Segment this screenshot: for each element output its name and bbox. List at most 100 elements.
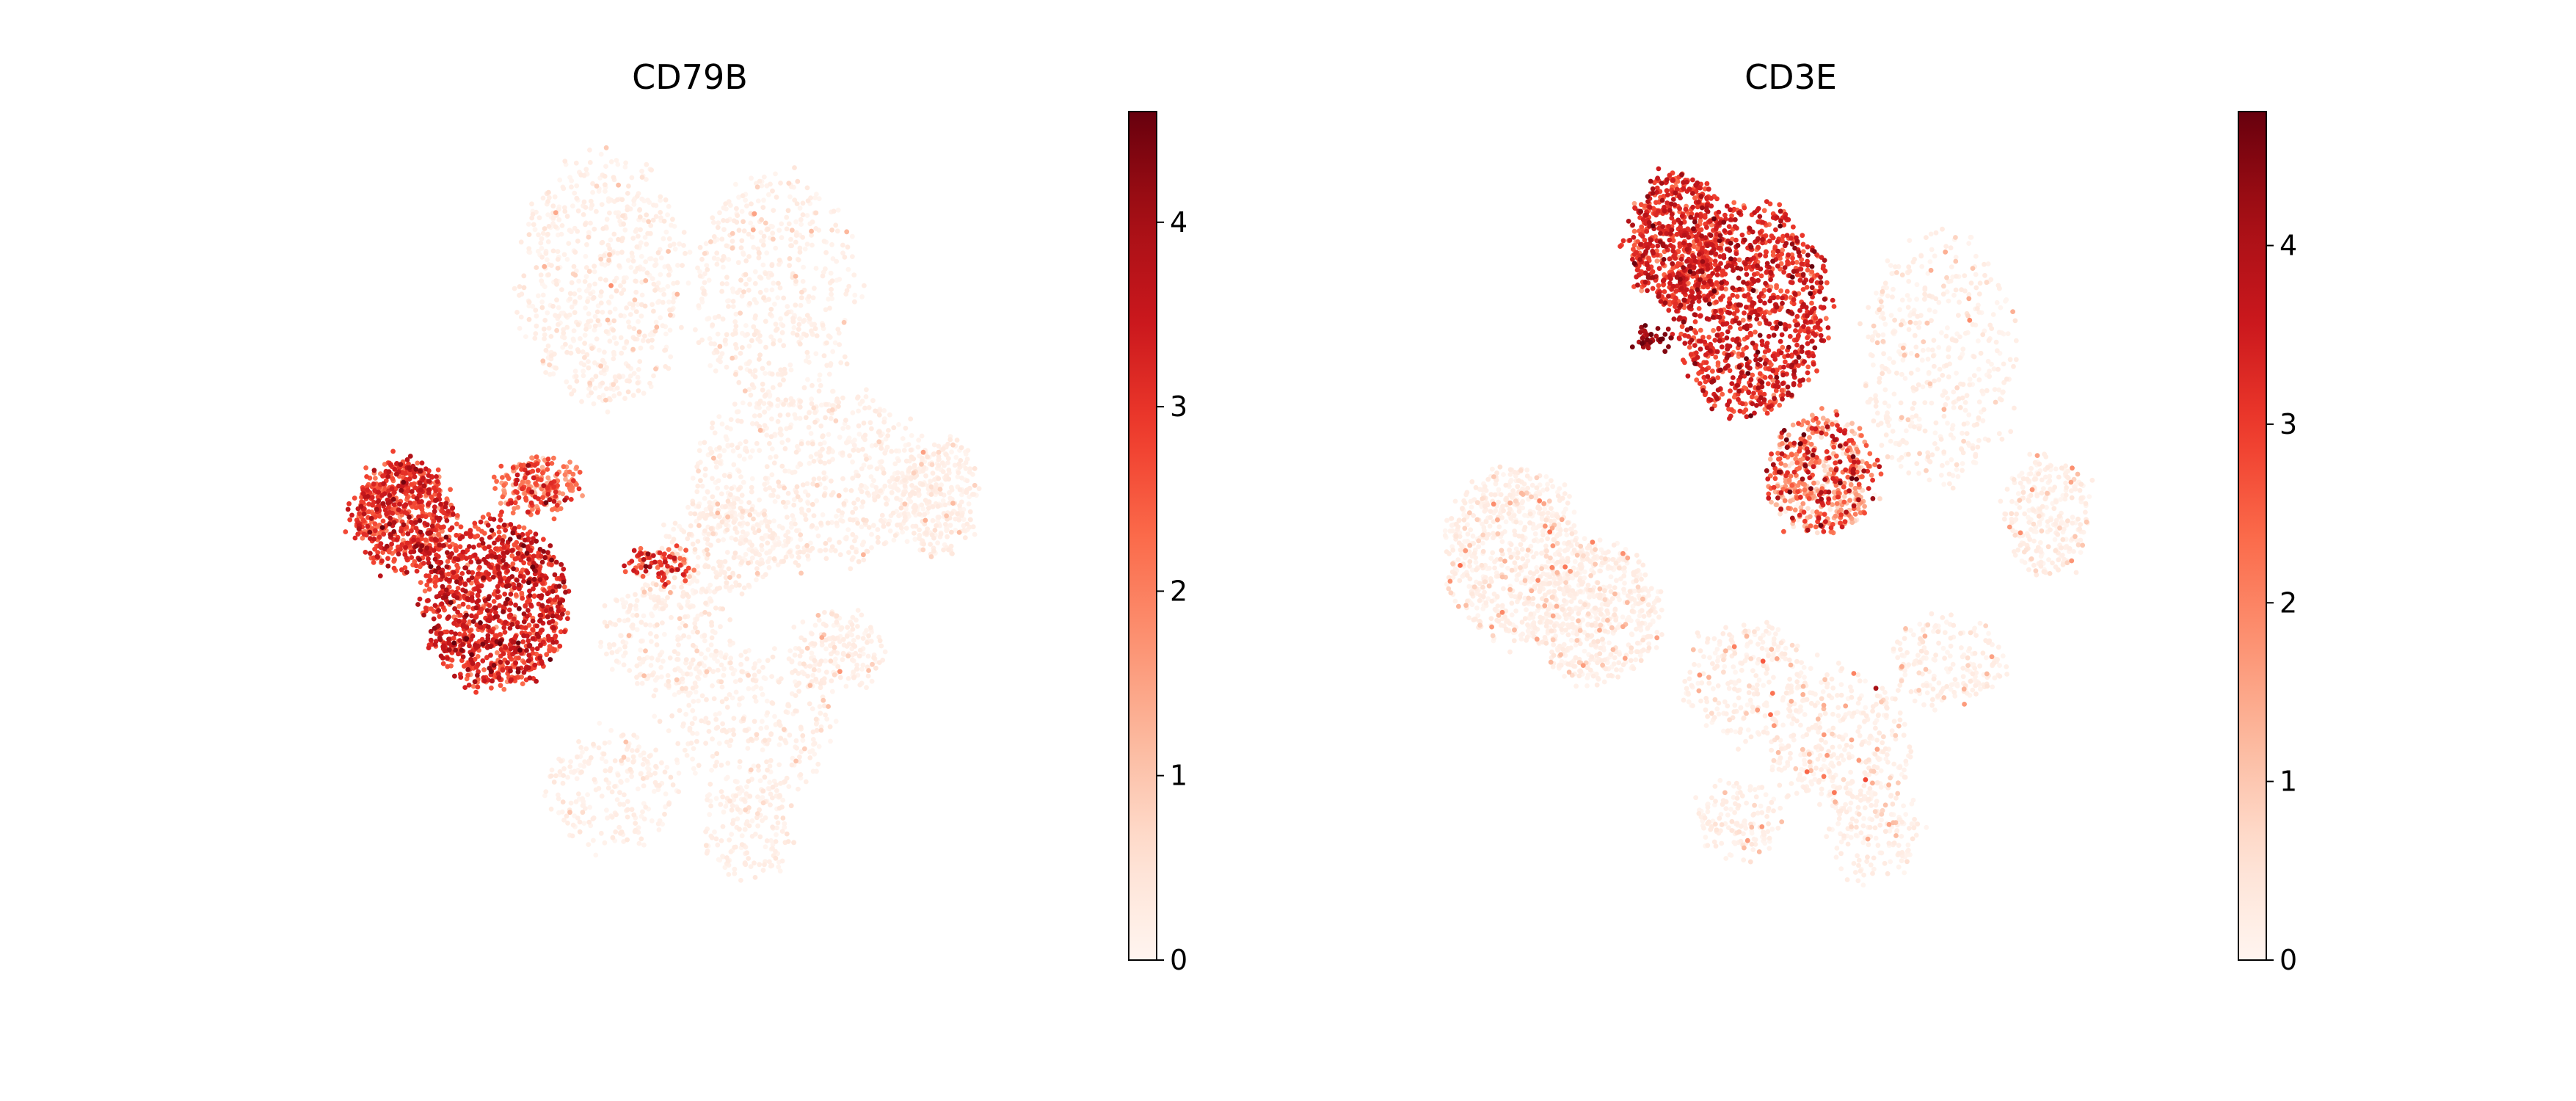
data-point — [805, 440, 811, 446]
data-point — [732, 779, 738, 784]
data-point — [476, 661, 481, 667]
data-point — [588, 755, 594, 760]
data-point — [409, 555, 415, 560]
data-point — [805, 673, 810, 679]
data-point — [741, 252, 746, 257]
data-point — [510, 465, 516, 470]
data-point — [739, 669, 745, 675]
data-point — [674, 543, 680, 548]
data-point — [869, 678, 875, 684]
data-point — [840, 426, 846, 431]
data-point — [561, 186, 567, 192]
data-point — [599, 756, 605, 761]
data-point — [619, 829, 625, 835]
data-point — [845, 244, 851, 250]
data-point — [602, 173, 608, 179]
data-point — [742, 388, 748, 393]
data-point — [902, 478, 907, 483]
data-point — [574, 268, 579, 274]
data-point — [621, 662, 627, 668]
data-point — [592, 226, 597, 232]
data-point — [786, 703, 792, 708]
data-point — [810, 501, 815, 507]
data-point — [703, 741, 708, 746]
data-point — [707, 812, 713, 818]
data-point — [796, 554, 801, 560]
data-point — [807, 755, 813, 760]
data-point — [749, 234, 755, 240]
data-point — [546, 189, 551, 195]
data-point — [569, 178, 575, 184]
data-point — [612, 306, 618, 312]
data-point — [763, 287, 769, 293]
data-point — [721, 448, 727, 454]
data-point — [739, 493, 745, 498]
data-point — [744, 784, 749, 790]
data-point — [797, 250, 803, 255]
data-point — [748, 767, 754, 773]
data-point — [859, 489, 865, 495]
data-point — [946, 547, 951, 553]
data-point — [611, 356, 616, 362]
data-point — [752, 211, 757, 217]
data-point — [747, 401, 752, 407]
data-point — [798, 302, 804, 308]
data-point — [779, 463, 785, 469]
data-point — [731, 462, 737, 468]
data-point — [805, 354, 811, 360]
data-point — [779, 221, 785, 227]
data-point — [736, 228, 742, 233]
data-point — [574, 465, 579, 470]
data-point — [861, 557, 867, 563]
data-point — [604, 623, 610, 629]
data-point — [793, 274, 798, 279]
data-point — [486, 571, 492, 577]
data-point — [616, 182, 621, 188]
data-point — [750, 421, 755, 426]
data-point — [614, 288, 619, 294]
data-point — [842, 255, 848, 260]
data-point — [729, 486, 735, 491]
data-point — [616, 824, 622, 830]
data-point — [796, 562, 801, 568]
data-point — [519, 590, 525, 596]
data-point — [829, 478, 834, 484]
data-point — [654, 642, 660, 647]
data-point — [714, 586, 720, 592]
data-point — [741, 289, 746, 294]
data-point — [787, 549, 793, 555]
data-point — [802, 512, 808, 518]
data-point — [346, 501, 352, 506]
data-point — [805, 501, 811, 506]
data-point — [641, 338, 646, 344]
data-point — [762, 410, 767, 415]
data-point — [724, 527, 730, 533]
data-point — [561, 766, 567, 771]
data-point — [496, 529, 502, 535]
data-point — [539, 299, 545, 305]
data-point — [520, 479, 525, 485]
data-point — [564, 214, 570, 219]
data-point — [950, 551, 955, 556]
data-point — [746, 231, 752, 237]
data-point — [724, 696, 729, 702]
data-point — [720, 721, 725, 727]
data-point — [379, 558, 385, 564]
data-point — [791, 517, 796, 522]
data-point — [818, 382, 823, 388]
data-point — [618, 335, 624, 341]
data-point — [500, 494, 506, 500]
data-point — [805, 493, 811, 498]
data-point — [722, 570, 727, 575]
data-point — [616, 617, 622, 623]
data-point — [771, 208, 776, 213]
data-point — [818, 548, 823, 553]
data-point — [605, 785, 611, 791]
data-point — [743, 323, 749, 328]
data-point — [791, 625, 797, 630]
data-point — [561, 252, 567, 258]
data-point — [851, 501, 856, 506]
data-point — [763, 476, 768, 482]
data-point — [972, 482, 978, 488]
data-point — [581, 763, 586, 769]
